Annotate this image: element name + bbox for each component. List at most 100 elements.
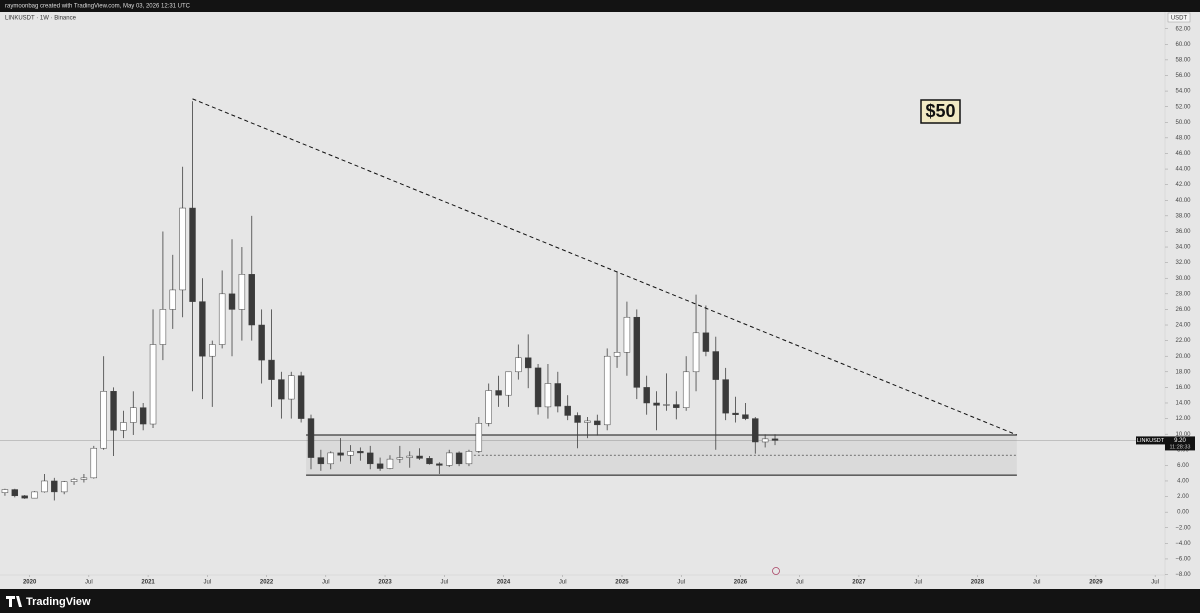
candle-body (248, 274, 255, 326)
y-tick-label: 16.00 (1175, 385, 1191, 391)
candle-body (613, 352, 621, 357)
candle-body (367, 452, 374, 465)
annotation: $50 (925, 101, 955, 121)
y-tick-label: 60.00 (1175, 42, 1191, 48)
candle-body (761, 438, 769, 443)
candle-body (495, 390, 502, 396)
candle-body (337, 452, 344, 456)
candle-body (110, 391, 117, 431)
candle-body (633, 316, 641, 388)
y-tick-label: 4.00 (1177, 479, 1189, 485)
candle-body (357, 451, 364, 454)
y-tick-label: 38.00 (1175, 213, 1191, 219)
footer-logo: TradingView (26, 596, 91, 608)
candle-body (771, 438, 779, 441)
candle-body (120, 422, 127, 431)
candle-body (692, 332, 700, 373)
y-tick-label: 34.00 (1175, 245, 1191, 251)
price-tag: 9.20 (1174, 438, 1186, 444)
y-tick-label: 22.00 (1175, 338, 1191, 344)
y-tick-label: 0.00 (1177, 510, 1189, 516)
x-tick-label: 2027 (852, 580, 866, 586)
candle-body (682, 371, 690, 408)
symbol-tag-box (1136, 436, 1165, 445)
x-tick-label: 2026 (734, 580, 748, 586)
currency-box (1167, 12, 1191, 23)
candle-body (406, 455, 413, 458)
y-tick-label: 52.00 (1175, 104, 1191, 110)
candle-body (702, 332, 710, 352)
y-tick-label: 62.00 (1175, 26, 1191, 32)
header-text: raymoonbag created with TradingView.com,… (5, 4, 191, 10)
x-tick-label: 2025 (615, 580, 629, 586)
candle-body (663, 404, 670, 406)
y-tick-label: 50.00 (1175, 120, 1191, 126)
y-tick-label: 32.00 (1175, 260, 1191, 266)
y-tick-label: 36.00 (1175, 229, 1191, 235)
x-tick-label: Jul (1033, 580, 1041, 586)
candle-body (80, 477, 88, 480)
y-tick-label: −4.00 (1175, 541, 1191, 547)
candle-body (199, 301, 206, 357)
candle-body (169, 289, 176, 310)
candle-body (179, 207, 186, 291)
x-tick-label: Jul (796, 580, 804, 586)
candle-body (130, 407, 137, 423)
countdown: 11:28:33 (1169, 444, 1190, 450)
y-tick-label: 20.00 (1175, 354, 1191, 360)
candle-body (416, 455, 423, 459)
y-tick-label: 12.00 (1175, 416, 1191, 422)
candle-body (455, 452, 463, 465)
candle-body (90, 447, 98, 479)
candle-body (564, 405, 571, 416)
candle-body (396, 457, 404, 460)
y-tick-label: 46.00 (1175, 151, 1191, 157)
candle-body (544, 383, 552, 408)
y-tick-label: 26.00 (1175, 307, 1191, 313)
candle-body (278, 379, 285, 400)
candle-body (51, 480, 58, 493)
candle-body (386, 458, 394, 469)
candle-body (534, 367, 542, 408)
x-tick-label: Jul (914, 580, 922, 586)
candle-body (268, 359, 275, 380)
candle-body (297, 375, 305, 419)
candle-body (149, 344, 157, 425)
bottom-bar (0, 589, 1200, 613)
candle-body (752, 418, 759, 443)
chart-area (0, 12, 1200, 589)
candle-body (426, 458, 433, 465)
candle-body (376, 463, 384, 469)
candle-body (347, 451, 354, 456)
x-tick-label: 2024 (497, 580, 511, 586)
candle-body (41, 480, 48, 493)
candle-body (70, 479, 78, 482)
x-tick-label: Jul (1151, 580, 1159, 586)
candle-body (159, 309, 167, 345)
candle-body (327, 452, 334, 465)
x-tick-label: Jul (203, 580, 211, 586)
candle-body (21, 495, 28, 499)
candle-body (505, 371, 512, 396)
y-tick-label: 44.00 (1175, 167, 1191, 173)
y-tick-label: −8.00 (1175, 572, 1191, 578)
plot: 62.00 60.00 58.00 56.00 54.00 52.00 50.00 48.00… (0, 26, 1195, 586)
y-tick-label: 48.00 (1175, 135, 1191, 141)
symbol-tag: LINKUSDT (1137, 438, 1165, 444)
y-tick-label: 18.00 (1175, 369, 1191, 375)
annotation-box (920, 99, 961, 124)
candle-body (603, 355, 611, 426)
trendline (192, 98, 1018, 436)
y-tick-label: −2.00 (1175, 525, 1191, 531)
candle-body (100, 391, 107, 449)
event-icon (772, 567, 780, 575)
candle-body (288, 375, 295, 400)
candle-body (475, 423, 483, 452)
candle-body (485, 390, 492, 424)
candle-body (643, 387, 650, 404)
y-tick-label: 10.00 (1175, 432, 1191, 438)
logo-mark (6, 596, 22, 607)
candle-body (623, 316, 631, 353)
x-tick-label: 2021 (141, 580, 155, 586)
candle-body (218, 293, 226, 345)
